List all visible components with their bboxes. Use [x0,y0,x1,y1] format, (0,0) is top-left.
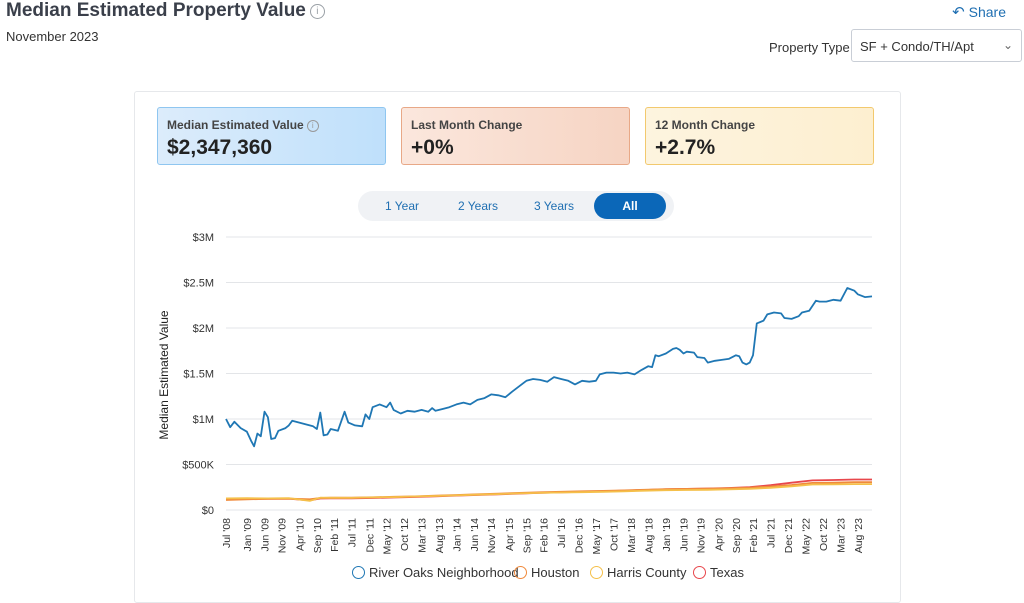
y-tick-label: $500K [182,460,214,472]
x-tick-label: Mar '23 [836,518,848,553]
series-line-harris-county [225,483,872,502]
x-tick-label: Aug '13 [434,518,446,553]
kpi-12-month-change: 12 Month Change +2.7% [645,107,874,165]
x-tick-label: Oct '22 [818,518,830,551]
tab-2-years[interactable]: 2 Years [457,199,499,213]
kpi-value: +2.7% [655,136,716,159]
y-axis-label: Median Estimated Value [157,310,171,440]
x-tick-label: Oct '17 [609,518,621,551]
y-tick-label: $0 [202,505,214,517]
legend-label: Houston [531,565,580,580]
legend-label: Texas [710,565,744,580]
x-axis-ticks: Jul '08 Jan '09 Jun '09 Nov '09 Apr '10 Sep '… [221,518,865,555]
x-tick-label: Jul '08 [221,518,233,548]
property-type-label: Property Type [769,40,850,55]
x-tick-label: Jul '11 [347,518,359,547]
legend-marker [590,566,603,579]
x-tick-label: Feb '16 [539,518,551,553]
x-tick-label: Feb '21 [748,518,760,553]
legend-river-oaks[interactable]: River Oaks Neighborhood [352,565,519,580]
chevron-down-icon: ⌄ [1002,38,1013,52]
x-tick-label: Aug '18 [643,518,655,553]
legend-texas[interactable]: Texas [693,565,744,580]
x-tick-label: Sep '15 [521,518,533,553]
page-title: Median Estimated Property Value i [6,0,325,22]
x-tick-label: Aug '23 [853,518,865,553]
tab-all[interactable]: All [594,193,666,219]
x-tick-label: Jan '19 [661,518,673,552]
kpi-label: Median Estimated Value [167,118,304,132]
kpi-median-value: Median Estimated Value i $2,347,360 [157,107,386,165]
x-tick-label: Dec '16 [574,518,586,553]
x-tick-label: Mar '13 [417,518,429,553]
tab-1-year[interactable]: 1 Year [384,199,420,213]
x-tick-label: Jan '09 [242,518,254,552]
chart-grid [226,236,872,511]
y-tick-label: $2.5M [183,278,214,290]
legend-houston[interactable]: Houston [514,565,579,580]
kpi-label: Last Month Change [411,118,523,132]
share-button[interactable]: ↶ Share [952,3,1006,21]
x-tick-label: Feb '11 [329,518,341,552]
x-tick-label: Jul '21 [766,518,778,548]
legend-marker [693,566,706,579]
x-tick-label: May '17 [591,518,603,555]
y-axis-ticks: $0 $500K $1M $1.5M $2M $2.5M $3M [182,232,214,517]
tab-3-years[interactable]: 3 Years [533,199,575,213]
legend-marker [352,566,365,579]
x-tick-label: Oct '12 [399,518,411,551]
x-tick-label: Jul '16 [556,518,568,548]
y-tick-label: $3M [193,232,214,244]
x-tick-label: Dec '21 [783,518,795,553]
x-tick-label: Mar '18 [626,518,638,553]
line-chart: $0 $500K $1M $1.5M $2M $2.5M $3M Jul '08 Jan '0… [157,232,873,555]
property-type-select[interactable]: SF + Condo/TH/Apt ⌄ [851,29,1022,62]
y-tick-label: $1.5M [183,369,214,381]
x-tick-label: Nov '09 [277,518,289,553]
kpi-value: $2,347,360 [167,136,273,159]
range-tabs: 1 Year 2 Years 3 Years All [358,191,674,221]
x-tick-label: Jan '14 [451,518,463,552]
x-tick-label: Jun '14 [469,518,481,552]
share-label: Share [968,4,1006,20]
y-tick-label: $2M [193,323,214,335]
page-subtitle: November 2023 [6,29,99,44]
x-tick-label: Sep '10 [312,518,324,553]
legend-label: Harris County [607,565,687,580]
page-title-text: Median Estimated Property Value [6,0,306,21]
kpi-label: 12 Month Change [655,118,756,132]
legend-marker [514,566,527,579]
x-tick-label: Jun '19 [678,518,690,552]
chart-series [225,287,873,502]
x-tick-label: Apr '20 [713,518,725,551]
kpi-last-month-change: Last Month Change +0% [401,107,630,165]
legend-label: River Oaks Neighborhood [369,565,519,580]
info-icon[interactable]: i [306,120,319,132]
series-line-river-oaks-neighborhood [225,287,873,448]
y-tick-label: $1M [193,414,214,426]
x-tick-label: Apr '15 [504,518,516,551]
x-tick-label: Nov '19 [696,518,708,553]
x-tick-label: Apr '10 [294,518,306,551]
x-tick-label: May '22 [800,518,812,555]
x-tick-label: Nov '14 [486,518,498,553]
x-tick-label: Dec '11 [364,518,376,553]
x-tick-label: Sep '20 [731,518,743,553]
property-type-value: SF + Condo/TH/Apt [860,39,974,54]
info-icon[interactable]: i [309,4,325,19]
legend-harris-county[interactable]: Harris County [590,565,686,580]
x-tick-label: Jun '09 [260,518,272,552]
x-tick-label: May '12 [381,518,393,555]
share-arrow-icon: ↶ [952,4,965,21]
kpi-value: +0% [411,136,454,159]
